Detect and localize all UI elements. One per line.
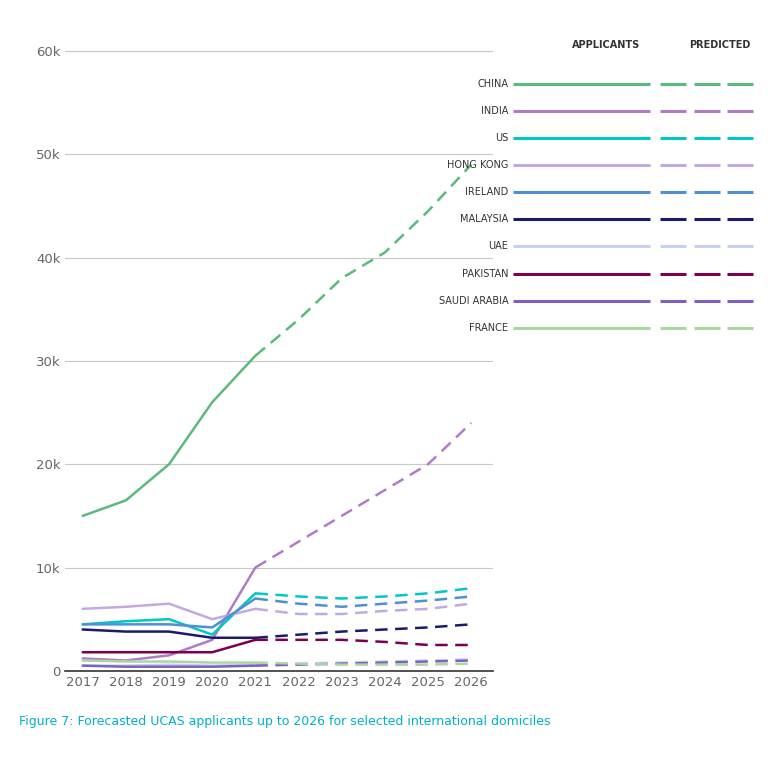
Text: MALAYSIA: MALAYSIA <box>460 215 508 224</box>
Text: CHINA: CHINA <box>477 80 508 89</box>
Text: SAUDI ARABIA: SAUDI ARABIA <box>439 296 508 305</box>
Text: IRELAND: IRELAND <box>465 187 508 197</box>
Text: FRANCE: FRANCE <box>469 323 508 333</box>
Text: HONG KONG: HONG KONG <box>447 161 508 171</box>
Text: UAE: UAE <box>488 242 508 252</box>
Text: PAKISTAN: PAKISTAN <box>462 268 508 278</box>
Text: INDIA: INDIA <box>480 106 508 116</box>
Text: Figure 7: Forecasted UCAS applicants up to 2026 for selected international domic: Figure 7: Forecasted UCAS applicants up … <box>19 715 551 728</box>
Text: APPLICANTS: APPLICANTS <box>572 39 641 49</box>
Text: PREDICTED: PREDICTED <box>689 39 751 49</box>
Text: US: US <box>495 133 508 143</box>
